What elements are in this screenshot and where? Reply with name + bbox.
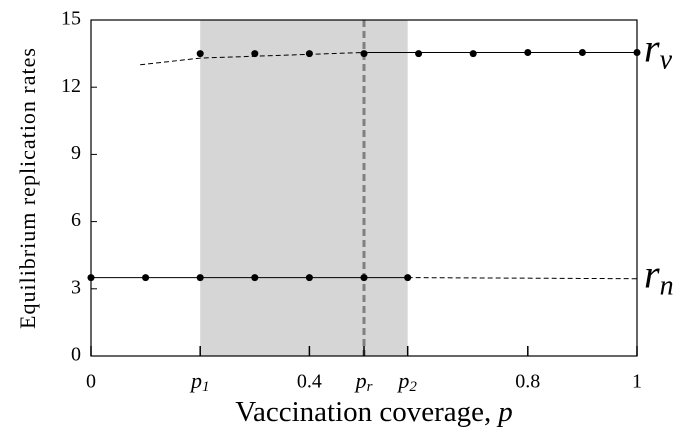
dashed-line [140,51,365,66]
data-point [415,50,423,58]
x-tick-label-base: p [396,368,409,393]
series-label-sub: n [660,271,674,302]
series-label: rn [644,252,674,302]
data-point [305,50,313,58]
series-label: rv [644,26,673,76]
x-axis-label: Vaccination coverage, p [235,396,513,428]
series-label-base: r [644,26,660,71]
data-point [469,50,477,58]
y-tick-label: 0 [71,344,81,366]
x-tick-label: p2 [396,368,417,395]
shaded-region [200,20,408,356]
dashed-line [407,277,638,280]
x-tick-label: 0 [86,371,96,393]
y-tick-label: 3 [71,276,81,298]
x-tick-label: 0.8 [515,371,540,393]
series-label-base: r [644,252,660,297]
x-tick-label: p1 [189,368,210,395]
x-tick-label: 0.4 [297,371,322,393]
series-label-sub: v [660,45,673,76]
data-point [360,50,368,58]
y-tick-label: 12 [61,75,81,97]
x-tick-label-sub: r [367,379,373,395]
x-tick-label-base: p [189,368,202,393]
y-axis-label: Equilibrium replication rates [15,47,40,329]
x-tick-label-sub: 1 [202,379,210,395]
data-point [196,50,204,58]
y-tick-label: 6 [71,209,81,231]
data-point [251,50,259,58]
x-tick-label-base: p [354,368,367,393]
y-tick-label: 9 [71,142,81,164]
x-tick-label: 1 [632,371,642,393]
x-axis-label-var: p [496,396,513,428]
x-tick-label-sub: 2 [409,379,417,395]
x-axis-label-text: Vaccination coverage, [235,396,491,428]
x-tick-label: pr [354,368,373,395]
y-tick-label: 15 [61,8,81,30]
